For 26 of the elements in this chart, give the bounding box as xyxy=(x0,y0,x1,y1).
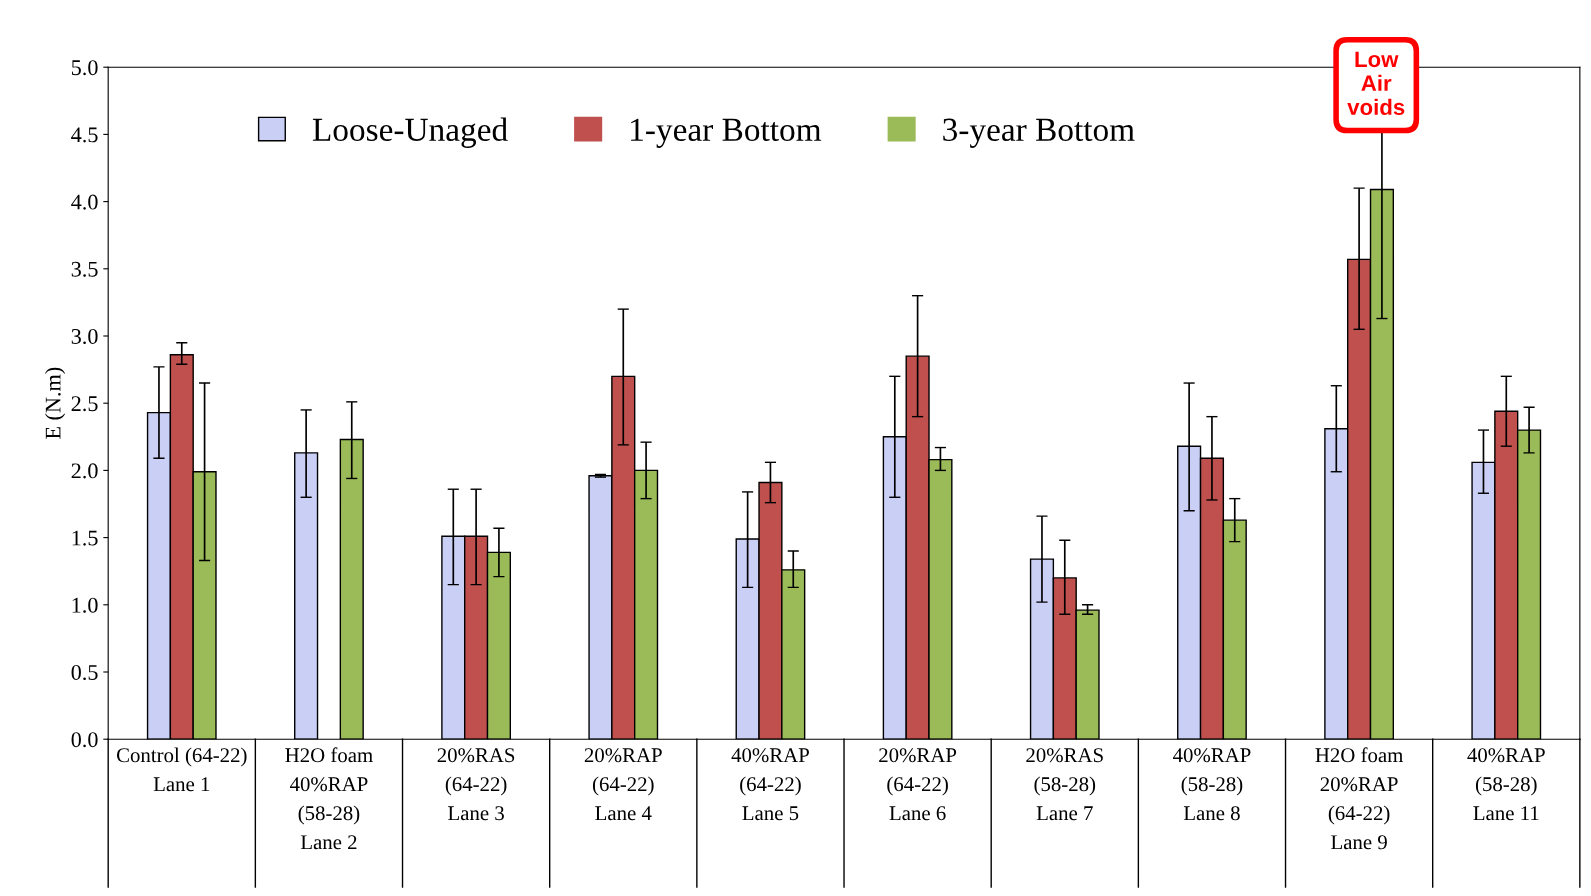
x-tick-label: 20%RAS (58-28) Lane 7 xyxy=(1026,748,1103,821)
legend-label: 1-year Bottom xyxy=(631,118,822,148)
x-tick-label: 40%RAP (64-22) Lane 5 xyxy=(731,748,809,821)
x-tick-label: 20%RAP (64-22) Lane 4 xyxy=(584,748,662,821)
x-tick-label: 40%RAP (58-28) Lane 11 xyxy=(1467,748,1545,821)
legend-label: Loose-Unaged xyxy=(312,117,508,148)
annotation: Low Air voids xyxy=(1347,51,1405,116)
y-tick-label: 4.5 xyxy=(71,127,98,143)
x-tick-label: 40%RAP (58-28) Lane 8 xyxy=(1172,748,1251,821)
y-tick-label: 0.0 xyxy=(71,732,98,748)
y-tick-label: 3.5 xyxy=(71,261,98,277)
y-tick-label: 1.5 xyxy=(72,530,98,546)
legend-label: 3-year Bottom xyxy=(943,118,1135,148)
y-tick-label: 2.0 xyxy=(71,463,98,479)
x-tick-label: H2O foam 20%RAP (64-22) Lane 9 xyxy=(1315,747,1404,850)
x-tick-label: 20%RAP (64-22) Lane 6 xyxy=(879,748,957,821)
y-tick-label: 4.0 xyxy=(71,194,98,210)
y-tick-label: 0.5 xyxy=(71,664,98,681)
x-tick-label: Control (64-22) Lane 1 xyxy=(116,747,247,792)
y-tick-label: 2.5 xyxy=(71,396,98,412)
y-tick-label: 1.0 xyxy=(72,597,98,613)
x-tick-label: H2O foam 40%RAP (58-28) Lane 2 xyxy=(285,747,373,850)
y-tick-label: 5.0 xyxy=(71,60,98,76)
x-tick-label: 20%RAS (64-22) Lane 3 xyxy=(437,748,515,821)
y-axis-title: E (N.m) xyxy=(44,367,66,439)
y-tick-label: 3.0 xyxy=(71,328,98,345)
